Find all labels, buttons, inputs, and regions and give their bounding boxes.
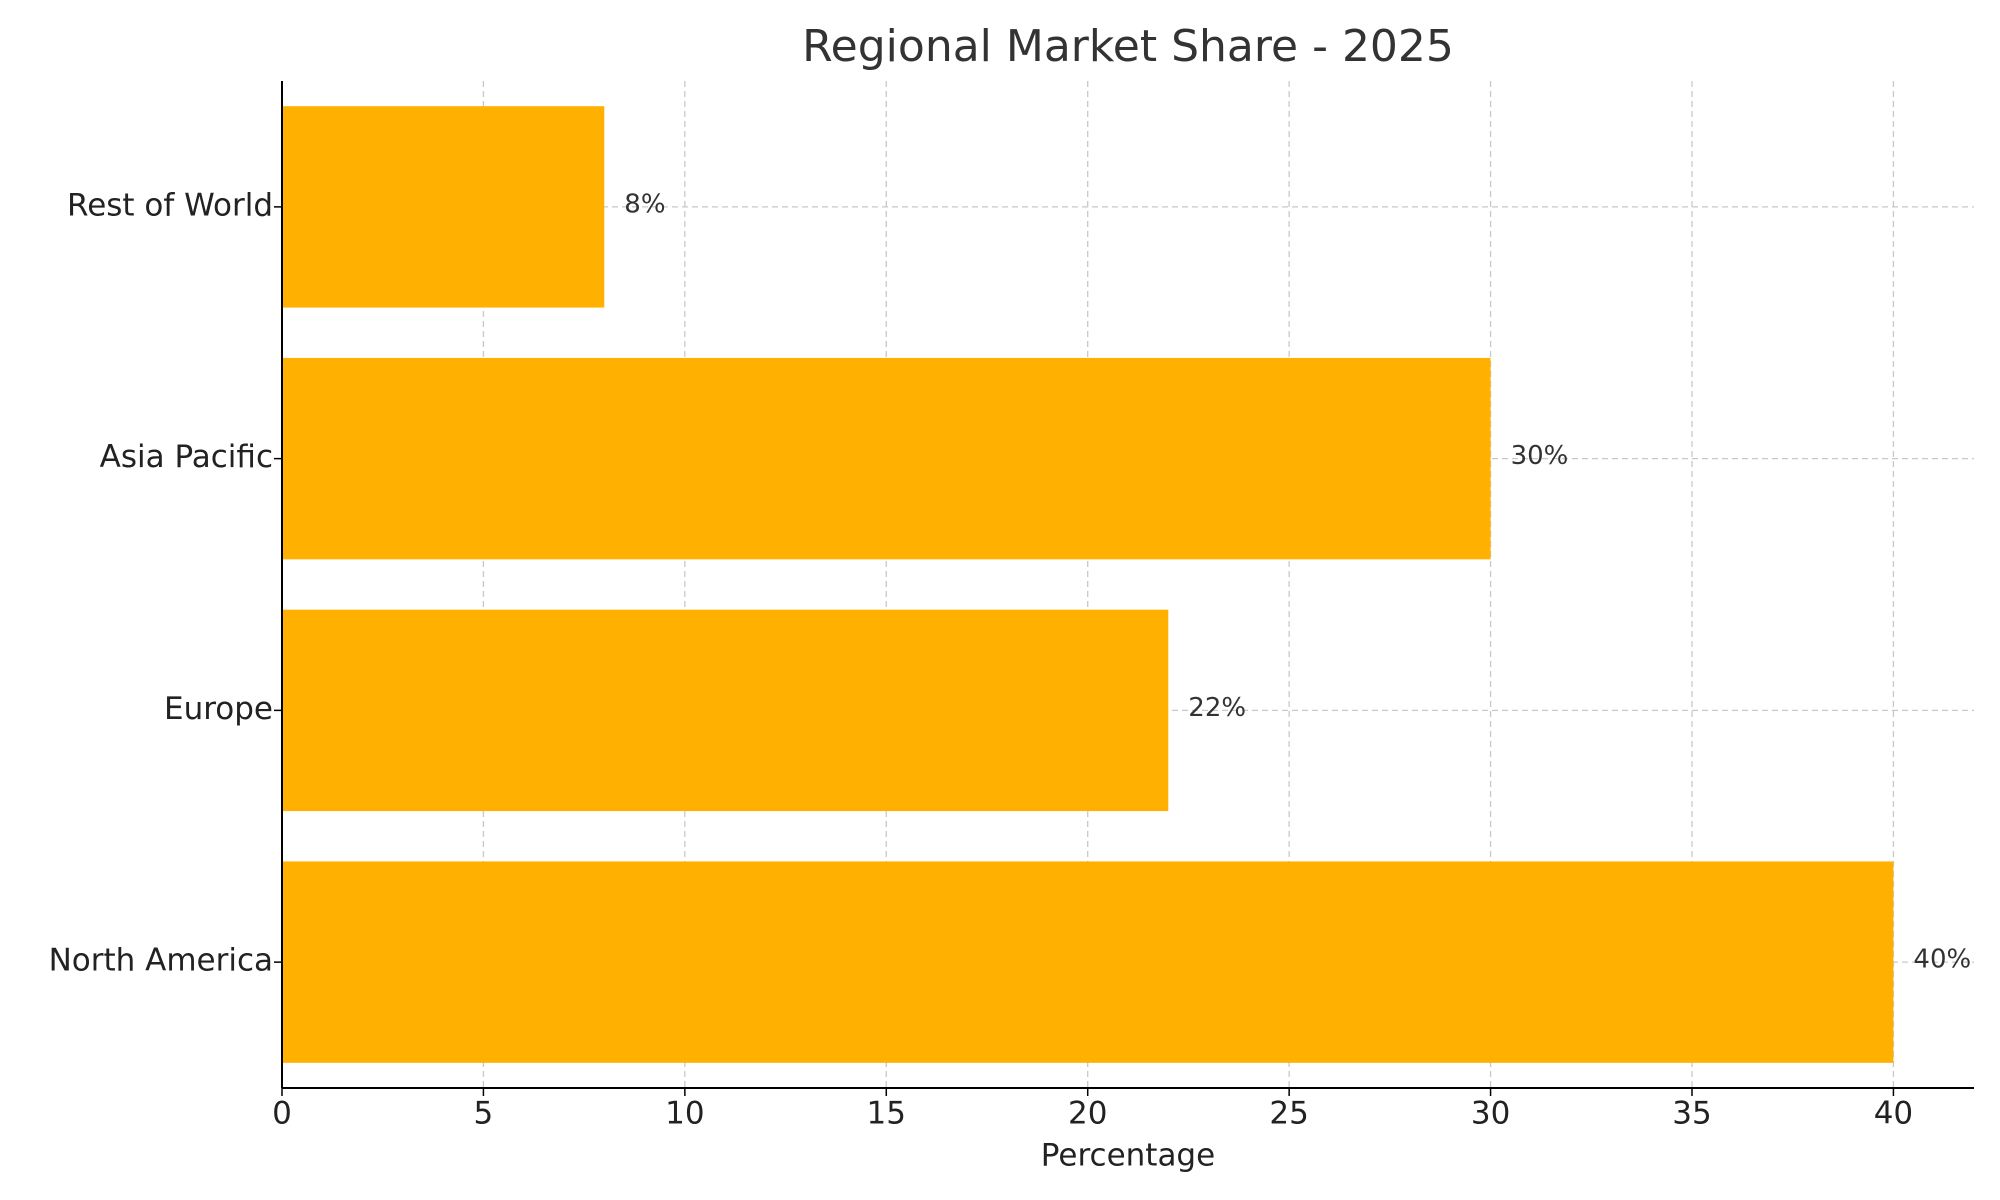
x-tick-label: 5 bbox=[474, 1096, 494, 1132]
bar bbox=[282, 861, 1894, 1063]
y-tick-label: Europe bbox=[164, 691, 273, 727]
x-tick-label: 35 bbox=[1672, 1096, 1711, 1132]
bar bbox=[282, 106, 605, 308]
value-label: 8% bbox=[624, 189, 665, 219]
value-label: 22% bbox=[1188, 693, 1246, 723]
value-label: 40% bbox=[1913, 945, 1971, 975]
x-axis-label: Percentage bbox=[1041, 1138, 1215, 1174]
chart-title: Regional Market Share - 2025 bbox=[802, 21, 1454, 72]
x-tick-label: 20 bbox=[1068, 1096, 1107, 1132]
x-tick-label: 25 bbox=[1269, 1096, 1308, 1132]
x-tick-label: 0 bbox=[272, 1096, 292, 1132]
x-tick-label: 40 bbox=[1874, 1096, 1913, 1132]
x-tick-label: 15 bbox=[867, 1096, 906, 1132]
bar bbox=[282, 609, 1169, 812]
x-tick-label: 30 bbox=[1471, 1096, 1510, 1132]
value-label: 30% bbox=[1511, 441, 1569, 471]
bar bbox=[282, 357, 1491, 560]
y-tick-label: Asia Pacific bbox=[100, 439, 273, 475]
y-tick-label: North America bbox=[49, 943, 273, 979]
y-tick-label: Rest of World bbox=[67, 187, 273, 223]
x-tick-label: 10 bbox=[665, 1096, 704, 1132]
